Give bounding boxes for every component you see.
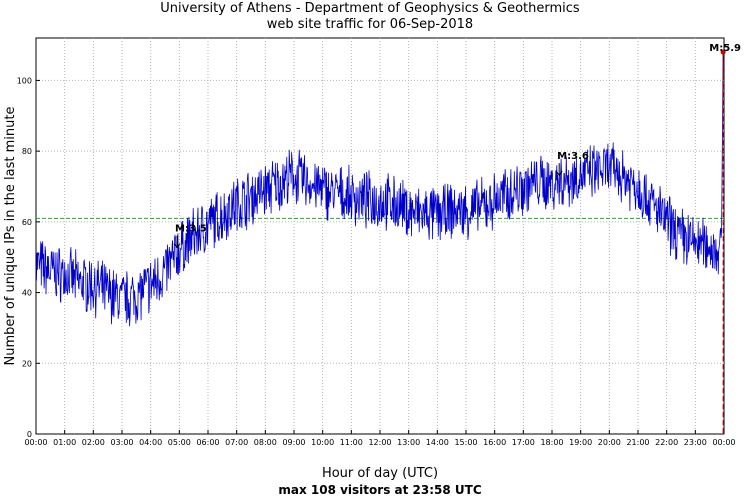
x-tick-label: 08:00	[254, 438, 277, 447]
x-axis-label: Hour of day (UTC)	[322, 466, 438, 481]
y-axis-label: Number of unique IPs in the last minute	[3, 107, 18, 366]
x-tick-label: 06:00	[196, 438, 219, 447]
x-tick-label: 12:00	[368, 438, 391, 447]
y-tick-label: 80	[22, 147, 32, 156]
x-tick-label: 19:00	[569, 438, 592, 447]
earthquake-label: M:3.5	[175, 224, 207, 235]
y-tick-label: 40	[22, 289, 32, 298]
x-tick-label: 17:00	[512, 438, 535, 447]
x-tick-label: 10:00	[311, 438, 334, 447]
y-tick-label: 0	[27, 430, 32, 439]
x-tick-label: 13:00	[397, 438, 420, 447]
x-axis-ticks: 00:00 01:00 02:00 03:00 04:00 05:00 06:00 07:00…	[24, 430, 736, 447]
y-tick-label: 60	[22, 218, 32, 227]
x-tick-label: 04:00	[139, 438, 162, 447]
x-tick-label: 14:00	[426, 438, 449, 447]
x-tick-label: 20:00	[598, 438, 621, 447]
x-tick-label: 01:00	[53, 438, 76, 447]
x-tick-label: 07:00	[225, 438, 248, 447]
x-tick-label: 23:00	[684, 438, 707, 447]
x-tick-label: 05:00	[168, 438, 191, 447]
earthquake-label: M:5.9	[709, 43, 741, 54]
traffic-series-line	[35, 52, 724, 327]
x-tick-label: 15:00	[454, 438, 477, 447]
x-tick-label: 18:00	[540, 438, 563, 447]
x-tick-label: 16:00	[483, 438, 506, 447]
x-tick-label: 00:00	[24, 438, 47, 447]
y-tick-label: 100	[17, 76, 32, 85]
earthquake-label: M:3.6	[557, 151, 589, 162]
x-tick-label: 21:00	[626, 438, 649, 447]
x-tick-label: 00:00	[712, 438, 735, 447]
x-tick-label: 22:00	[655, 438, 678, 447]
peak-marker-dot	[720, 49, 726, 55]
earthquake-arrow-head	[555, 170, 563, 177]
chart-title: University of Athens - Department of Geo…	[160, 1, 580, 16]
x-tick-label: 02:00	[82, 438, 105, 447]
y-axis-ticks: 0 20 40 60 80 100	[17, 76, 40, 439]
earthquake-arrow-head	[173, 243, 181, 249]
earthquake-annotations: M:3.5 M:3.6 M:5.9	[173, 43, 741, 249]
x-tick-label: 11:00	[340, 438, 363, 447]
chart-subtitle: web site traffic for 06-Sep-2018	[267, 17, 473, 32]
y-tick-label: 20	[22, 359, 32, 368]
x-tick-label: 09:00	[282, 438, 305, 447]
summary-text: max 108 visitors at 23:58 UTC	[278, 483, 481, 497]
x-tick-label: 03:00	[110, 438, 133, 447]
